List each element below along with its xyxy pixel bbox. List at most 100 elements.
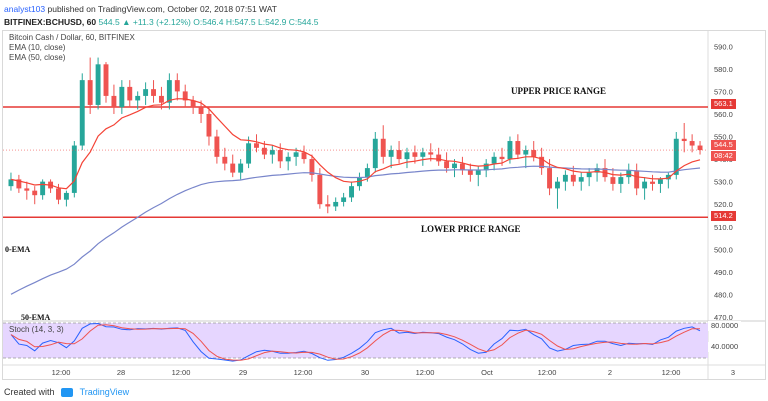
candle-body [618,177,624,184]
candle-body [459,163,465,171]
chart-panel[interactable]: 470.0480.0490.0500.0510.0520.0530.0540.0… [2,30,766,380]
legend-ema50: EMA (50, close) [9,53,66,62]
candle-body [198,107,204,114]
legend-ema10: EMA (10, close) [9,43,66,52]
time-tick-label: 12:00 [416,368,435,377]
candle-body [412,152,418,157]
ohlc-values: O:546.4 H:547.5 L:542.9 C:544.5 [193,17,319,27]
candle-body [8,179,14,187]
candle-body [277,150,283,162]
candle-body [681,138,687,142]
candle-body [95,64,101,105]
candle-body [341,197,347,202]
price-tick-label: 470.0 [714,313,733,322]
candle-body [689,141,695,146]
time-tick-label: 12:00 [662,368,681,377]
candle-body [586,172,592,178]
time-tick-label: Oct [481,368,494,377]
candle-body [56,188,61,200]
last-price: 544.5 [98,17,120,27]
candle-body [24,188,30,191]
candle-body [301,152,307,160]
candle-body [610,177,616,184]
candle-body [317,174,323,205]
tradingview-link[interactable]: TradingView [79,387,130,397]
candle-body [63,192,69,200]
candle-body [657,179,663,184]
candle-body [523,150,529,155]
candle-body [16,179,22,189]
candle-body [40,181,46,196]
price-tick-label: 560.0 [714,110,733,119]
price-tick-label: 500.0 [714,245,733,254]
candle-body [491,156,497,164]
candle-body [642,181,648,189]
created-with-text: Created with [4,387,55,397]
candle-body [246,143,252,164]
candle-body [269,150,275,155]
candle-body [119,86,125,108]
candle-body [388,150,394,157]
candle-body [349,186,354,198]
symbol-line: BITFINEX:BCHUSD, 60 544.5 ▲ +11.3 (+2.12… [0,15,768,29]
candle-body [515,141,521,155]
candle-body [325,204,331,207]
candle-body [483,163,489,171]
countdown-tag: 08:42 [711,151,736,161]
candle-body [261,147,267,155]
candle-body [697,145,703,151]
chart-legend: Bitcoin Cash / Dollar, 60, BITFINEX EMA … [9,33,135,63]
candle-body [32,190,38,196]
candle-body [444,161,450,169]
candle-body [87,80,93,105]
candle-body [380,138,386,157]
stoch-d-line [10,324,701,361]
candle-body [665,174,671,180]
candle-body [174,80,180,92]
candle-body [182,91,188,101]
ema10-line [10,98,701,190]
time-tick-label: 2 [608,368,612,377]
candle-body [333,201,339,207]
upper-range-label: UPPER PRICE RANGE [511,86,607,96]
author-link[interactable]: analyst103 [4,4,46,14]
candle-body [166,80,172,103]
candle-body [555,181,560,189]
candle-body [499,156,505,160]
price-chart[interactable]: 470.0480.0490.0500.0510.0520.0530.0540.0… [3,31,765,379]
price-tick-label: 570.0 [714,87,733,96]
candle-body [222,156,228,164]
candle-body [103,64,109,96]
price-tick-label: 490.0 [714,268,733,277]
candle-body [372,138,378,169]
time-tick-label: 30 [361,368,369,377]
candle-body [71,145,77,193]
time-tick-label: 12:00 [294,368,313,377]
price-tick-label: 480.0 [714,290,733,299]
candle-body [475,170,481,175]
candle-body [428,152,434,155]
candle-body [570,174,576,182]
candle-body [436,154,442,162]
candle-body [364,168,370,178]
candle-body [467,170,473,175]
candle-body [507,141,513,160]
time-tick-label: 12:00 [538,368,557,377]
candle-body [79,80,85,146]
time-tick-label: 3 [731,368,735,377]
ema50-label: 50-EMA [21,313,51,322]
candle-body [293,152,299,157]
candle-body [135,95,141,101]
time-tick-label: 12:00 [172,368,191,377]
candle-body [143,89,149,96]
time-tick-label: 12:00 [52,368,71,377]
candle-body [238,163,244,173]
price-tick-label: 580.0 [714,65,733,74]
candle-body [158,95,164,103]
stoch-lower-tag: 40.0000 [708,342,742,352]
candle-body [254,143,259,148]
price-tick-label: 520.0 [714,200,733,209]
ema50-line [10,165,701,295]
legend-title: Bitcoin Cash / Dollar, 60, BITFINEX [9,33,135,42]
last-price-tag: 544.5 [711,140,736,150]
